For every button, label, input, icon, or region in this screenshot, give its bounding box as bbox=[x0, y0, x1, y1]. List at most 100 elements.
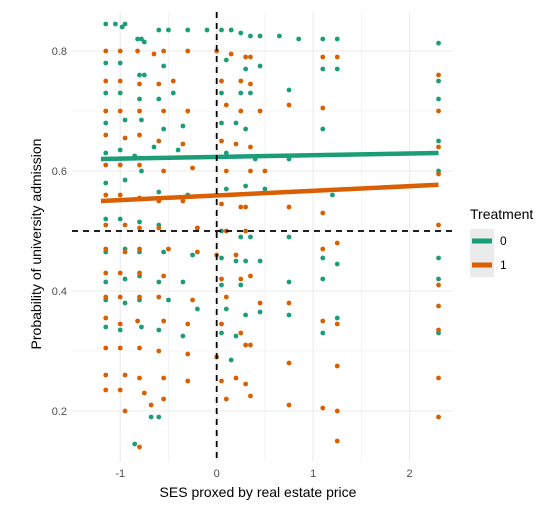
data-point-treatment-0 bbox=[103, 279, 109, 285]
data-point-treatment-1 bbox=[238, 276, 244, 282]
data-point-treatment-1 bbox=[151, 51, 157, 57]
data-point-treatment-1 bbox=[135, 318, 140, 324]
data-point-treatment-1 bbox=[156, 225, 162, 231]
data-point-treatment-1 bbox=[103, 108, 109, 114]
data-point-treatment-1 bbox=[436, 303, 441, 309]
data-point-treatment-0 bbox=[161, 126, 167, 132]
data-point-treatment-1 bbox=[248, 168, 253, 174]
data-point-treatment-1 bbox=[243, 381, 249, 387]
data-point-treatment-0 bbox=[103, 180, 109, 186]
data-point-treatment-1 bbox=[103, 246, 109, 252]
data-point-treatment-0 bbox=[141, 39, 147, 45]
data-point-treatment-1 bbox=[219, 321, 224, 327]
data-point-treatment-1 bbox=[103, 270, 109, 276]
data-point-treatment-1 bbox=[219, 138, 224, 144]
legend-label-1: 1 bbox=[500, 258, 507, 272]
data-point-treatment-1 bbox=[180, 198, 186, 204]
data-point-treatment-0 bbox=[436, 138, 441, 144]
data-point-treatment-1 bbox=[148, 402, 154, 408]
data-point-treatment-1 bbox=[180, 141, 186, 147]
data-point-treatment-0 bbox=[219, 27, 224, 33]
data-point-treatment-1 bbox=[436, 144, 441, 150]
data-point-treatment-1 bbox=[243, 342, 249, 348]
data-point-treatment-0 bbox=[103, 60, 109, 66]
grid bbox=[72, 12, 453, 462]
data-point-treatment-1 bbox=[117, 192, 123, 198]
data-point-treatment-1 bbox=[436, 414, 441, 420]
data-point-treatment-1 bbox=[243, 54, 249, 60]
data-point-treatment-1 bbox=[320, 246, 326, 252]
data-point-treatment-0 bbox=[334, 36, 340, 42]
data-point-treatment-1 bbox=[185, 351, 191, 357]
data-point-treatment-1 bbox=[238, 204, 244, 210]
data-point-treatment-0 bbox=[137, 72, 142, 78]
data-point-treatment-0 bbox=[334, 315, 340, 321]
data-point-treatment-0 bbox=[243, 126, 249, 132]
data-point-treatment-0 bbox=[238, 282, 244, 288]
data-point-treatment-1 bbox=[161, 318, 167, 324]
data-point-treatment-1 bbox=[137, 225, 142, 231]
data-point-treatment-0 bbox=[137, 96, 142, 102]
data-point-treatment-0 bbox=[243, 66, 249, 72]
data-point-treatment-0 bbox=[122, 276, 128, 282]
data-point-treatment-1 bbox=[156, 81, 162, 87]
data-point-treatment-0 bbox=[119, 24, 125, 30]
data-point-treatment-1 bbox=[137, 444, 142, 450]
data-point-treatment-1 bbox=[233, 252, 239, 258]
data-point-treatment-0 bbox=[238, 234, 244, 240]
data-point-treatment-0 bbox=[103, 324, 109, 330]
data-point-treatment-0 bbox=[156, 27, 162, 33]
data-point-treatment-0 bbox=[166, 27, 171, 33]
data-point-treatment-0 bbox=[156, 279, 162, 285]
data-point-treatment-0 bbox=[219, 228, 224, 234]
x-axis-title: SES proxed by real estate price bbox=[160, 484, 357, 500]
data-point-treatment-0 bbox=[276, 33, 282, 39]
data-point-treatment-1 bbox=[223, 168, 229, 174]
plot-panel bbox=[72, 12, 453, 462]
data-point-treatment-0 bbox=[320, 66, 326, 72]
fit-line-treatment-0 bbox=[100, 150, 439, 162]
data-point-treatment-0 bbox=[161, 249, 167, 255]
data-point-treatment-1 bbox=[436, 375, 441, 381]
data-point-treatment-1 bbox=[194, 225, 200, 231]
data-point-treatment-0 bbox=[233, 333, 239, 339]
data-point-treatment-1 bbox=[185, 108, 191, 114]
data-point-treatment-1 bbox=[170, 78, 176, 84]
data-point-treatment-0 bbox=[103, 216, 109, 222]
data-points bbox=[103, 21, 441, 450]
data-point-treatment-0 bbox=[117, 90, 123, 96]
data-point-treatment-0 bbox=[320, 126, 326, 132]
data-point-treatment-1 bbox=[248, 144, 253, 150]
data-point-treatment-1 bbox=[243, 204, 249, 210]
data-point-treatment-0 bbox=[148, 414, 154, 420]
data-point-treatment-1 bbox=[436, 282, 441, 288]
data-point-treatment-0 bbox=[117, 147, 123, 153]
data-point-treatment-1 bbox=[286, 402, 292, 408]
data-point-treatment-1 bbox=[436, 108, 441, 114]
data-point-treatment-0 bbox=[190, 252, 195, 258]
data-point-treatment-1 bbox=[103, 372, 109, 378]
data-point-treatment-0 bbox=[156, 327, 162, 333]
data-point-treatment-1 bbox=[228, 51, 234, 57]
x-tick-label: 2 bbox=[407, 468, 413, 480]
data-point-treatment-0 bbox=[175, 147, 181, 153]
data-point-treatment-0 bbox=[286, 312, 292, 318]
data-point-treatment-0 bbox=[334, 261, 340, 267]
data-point-treatment-0 bbox=[233, 120, 239, 126]
data-point-treatment-1 bbox=[185, 48, 191, 54]
data-point-treatment-1 bbox=[103, 162, 109, 168]
data-point-treatment-1 bbox=[137, 162, 142, 168]
data-point-treatment-0 bbox=[320, 255, 326, 261]
data-point-treatment-1 bbox=[334, 321, 340, 327]
data-point-treatment-1 bbox=[122, 372, 128, 378]
data-point-treatment-0 bbox=[122, 21, 128, 27]
data-point-treatment-1 bbox=[103, 192, 109, 198]
data-point-treatment-0 bbox=[139, 117, 144, 123]
data-point-treatment-1 bbox=[103, 345, 109, 351]
data-point-treatment-1 bbox=[248, 54, 253, 60]
data-point-treatment-1 bbox=[320, 405, 326, 411]
data-point-treatment-1 bbox=[248, 342, 253, 348]
data-point-treatment-1 bbox=[194, 249, 200, 255]
data-point-treatment-0 bbox=[103, 21, 109, 27]
data-point-treatment-1 bbox=[257, 108, 263, 114]
